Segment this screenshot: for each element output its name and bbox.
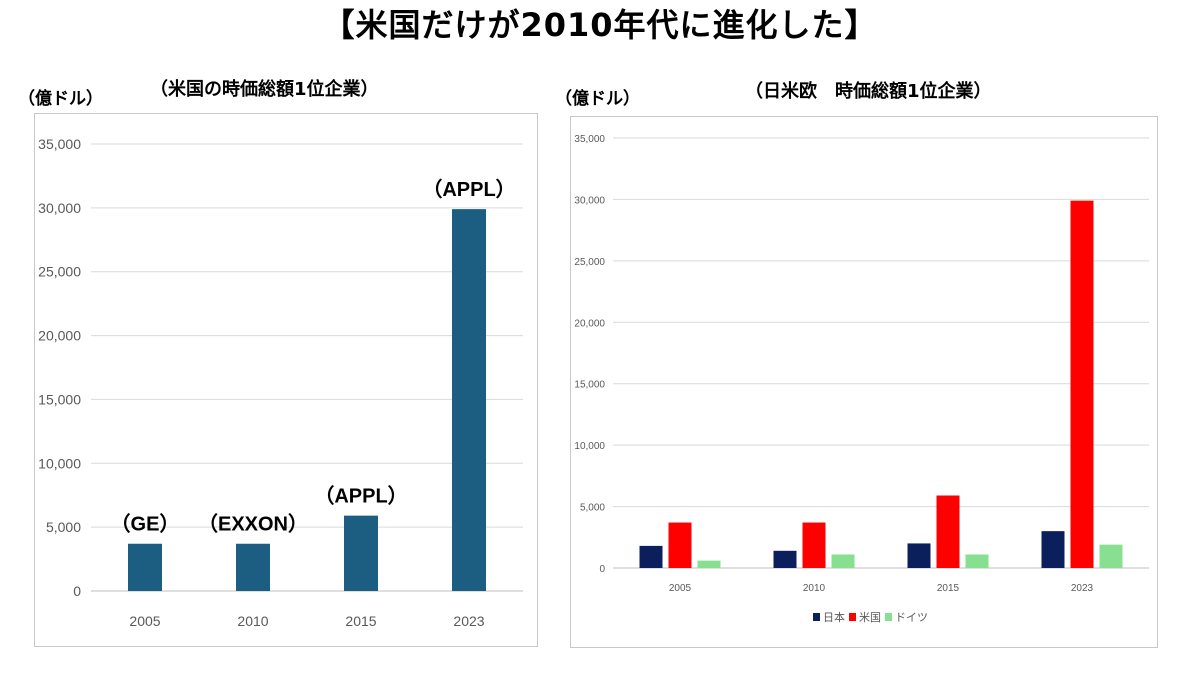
- right-chart-unit-label: （億ドル）: [555, 89, 640, 109]
- y-tick-label: 30,000: [574, 195, 605, 206]
- x-tick-label: 2015: [345, 613, 376, 629]
- bar-germany: [965, 554, 989, 568]
- bar: [128, 543, 162, 591]
- y-tick-label: 20,000: [574, 318, 605, 329]
- x-tick-label: 2023: [453, 613, 484, 629]
- y-tick-label: 25,000: [38, 264, 81, 280]
- y-tick-label: 35,000: [38, 136, 81, 152]
- right-chart-title: （日米欧 時価総額1位企業）: [745, 81, 992, 102]
- legend-swatch: [885, 613, 892, 621]
- y-tick-label: 0: [73, 583, 81, 599]
- bar-usa: [802, 522, 826, 568]
- bar: [452, 209, 486, 591]
- bar-germany: [697, 560, 721, 568]
- page-title: 【米国だけが2010年代に進化した】: [322, 6, 878, 44]
- y-tick-label: 30,000: [38, 200, 81, 216]
- bar-germany: [831, 554, 855, 568]
- bar-usa: [936, 495, 960, 568]
- legend-label: ドイツ: [895, 612, 928, 624]
- bar: [236, 543, 270, 591]
- bar-japan: [639, 545, 663, 568]
- left-bar-chart: 0 5,000 10,000 15,000 20,000 25,000 30,000 35,0…: [38, 136, 523, 629]
- legend-swatch: [849, 613, 856, 621]
- y-tick-label: 10,000: [38, 455, 81, 471]
- y-tick-label: 25,000: [574, 257, 605, 268]
- right-grouped-bar-chart: 0 5,000 10,000 15,000 20,000 25,000 30,000 35,0…: [574, 134, 1149, 624]
- y-tick-label: 20,000: [38, 328, 81, 344]
- legend-swatch: [813, 613, 820, 621]
- y-tick-label: 5,000: [580, 503, 605, 514]
- y-tick-label: 10,000: [574, 441, 605, 452]
- bar-company-label: （APPL）: [422, 178, 515, 201]
- x-tick-label: 2010: [237, 613, 268, 629]
- bar-company-label: （APPL）: [314, 485, 407, 508]
- bar-company-label: （GE）: [111, 513, 180, 536]
- y-tick-label: 5,000: [46, 519, 81, 535]
- bar-usa: [1070, 200, 1094, 568]
- bar-germany: [1099, 544, 1123, 568]
- legend-label: 米国: [859, 611, 881, 624]
- x-tick-label: 2023: [1071, 583, 1094, 594]
- x-tick-label: 2010: [803, 583, 826, 594]
- bar-usa: [668, 522, 692, 568]
- bar: [344, 515, 378, 591]
- bar-company-label: （EXXON）: [198, 513, 308, 536]
- legend-label: 日本: [823, 610, 845, 624]
- left-chart-title: （米国の時価総額1位企業）: [150, 79, 379, 100]
- bar-japan: [773, 550, 797, 568]
- left-chart-unit-label: （億ドル）: [18, 89, 103, 109]
- bar-japan: [1041, 531, 1065, 568]
- right-chart-panel: 0 5,000 10,000 15,000 20,000 25,000 30,000 35,0…: [570, 116, 1158, 648]
- x-tick-label: 2005: [669, 583, 692, 594]
- y-tick-label: 0: [599, 564, 605, 575]
- bar-japan: [907, 543, 931, 568]
- x-tick-label: 2005: [129, 613, 160, 629]
- y-tick-label: 35,000: [574, 134, 605, 145]
- y-tick-label: 15,000: [38, 391, 81, 407]
- y-tick-label: 15,000: [574, 380, 605, 391]
- left-chart-panel: 0 5,000 10,000 15,000 20,000 25,000 30,000 35,0…: [34, 113, 538, 647]
- x-tick-label: 2015: [937, 583, 960, 594]
